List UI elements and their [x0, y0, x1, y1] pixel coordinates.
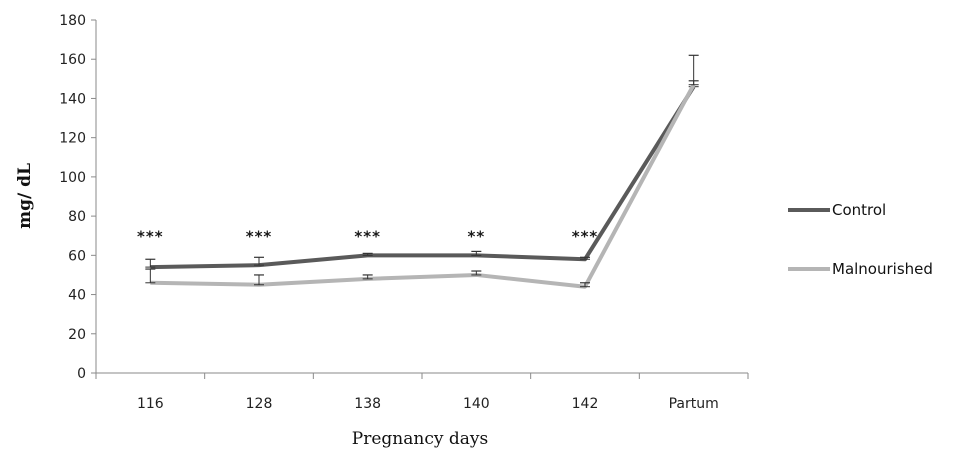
legend-label-control: Control — [832, 201, 886, 219]
significance-label: *** — [246, 228, 273, 246]
x-tick-label: 140 — [463, 396, 490, 412]
significance-markers: *** *** *** ** *** — [137, 228, 599, 246]
y-tick-label: 80 — [68, 209, 86, 225]
series-line-malnourished — [150, 83, 696, 289]
x-tick-label: Partum — [669, 396, 719, 412]
x-axis-title: Pregnancy days — [352, 429, 488, 449]
x-tick-label: 142 — [572, 396, 599, 412]
y-tick-label: 180 — [59, 13, 86, 29]
y-tick-label: 0 — [77, 366, 86, 382]
y-axis: 0 20 40 60 80 100 120 140 160 180 — [59, 13, 97, 382]
y-tick-label: 20 — [68, 327, 86, 343]
x-tick-label: 116 — [137, 396, 164, 412]
x-tick-label: 128 — [246, 396, 273, 412]
significance-label: *** — [137, 228, 164, 246]
y-axis-title: mg/ dL — [15, 163, 35, 229]
legend-label-malnourished: Malnourished — [832, 260, 933, 278]
significance-label: *** — [354, 228, 381, 246]
series-line-control — [150, 85, 696, 270]
series-layer — [145, 54, 699, 289]
significance-label: ** — [467, 228, 485, 246]
y-tick-label: 120 — [59, 131, 86, 147]
significance-label: *** — [572, 228, 599, 246]
y-tick-label: 100 — [59, 170, 86, 186]
y-tick-label: 140 — [59, 91, 86, 107]
y-tick-label: 40 — [68, 288, 86, 304]
x-tick-label: 138 — [354, 396, 381, 412]
x-axis: 116 128 138 140 142 Partum — [95, 372, 749, 412]
legend: Control Malnourished — [788, 201, 933, 278]
y-tick-label: 60 — [68, 248, 86, 264]
y-tick-label: 160 — [59, 52, 86, 68]
